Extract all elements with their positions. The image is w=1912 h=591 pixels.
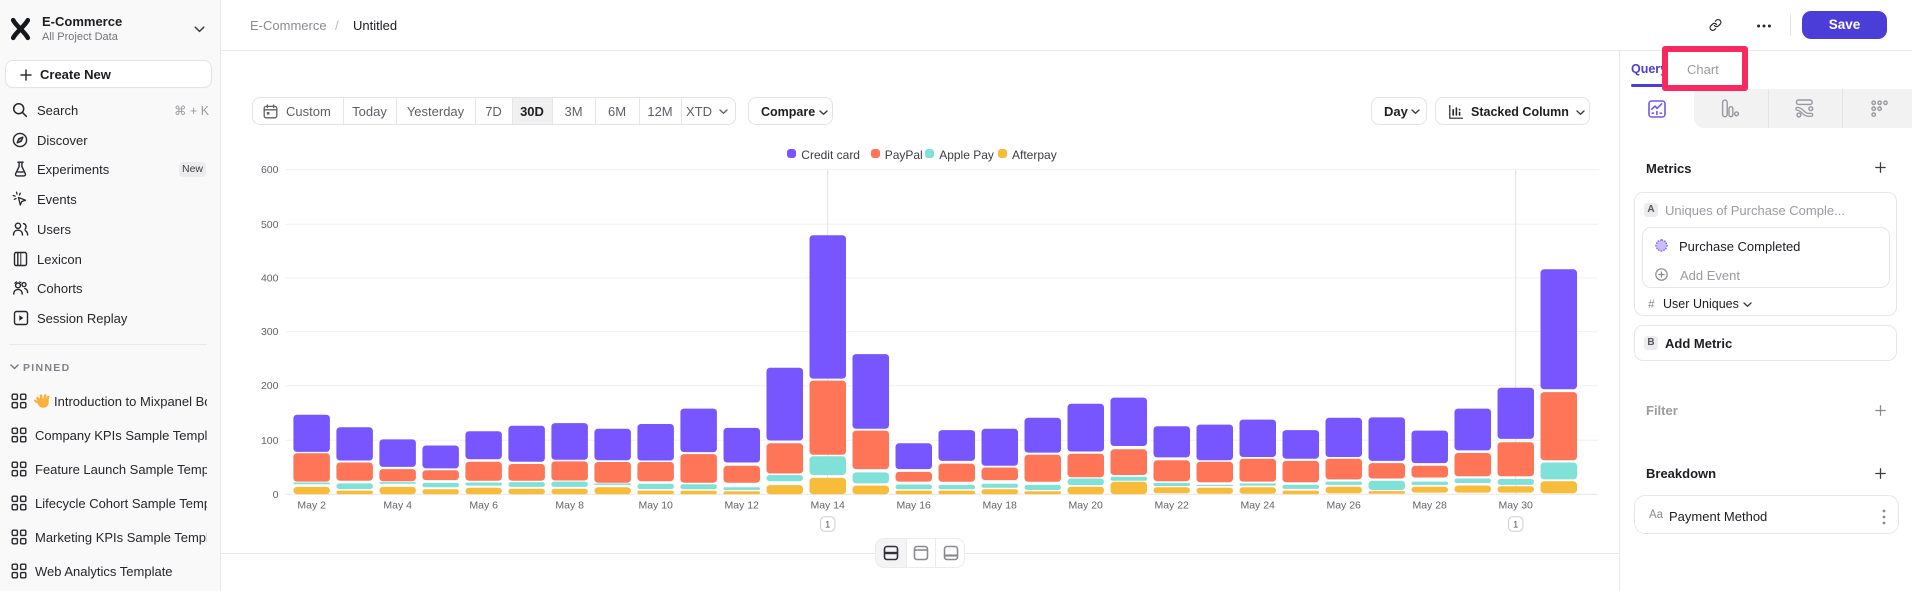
svg-text:300: 300 — [261, 326, 279, 338]
svg-text:600: 600 — [261, 164, 279, 176]
svg-text:400: 400 — [261, 272, 279, 284]
svg-text:1: 1 — [1513, 519, 1518, 530]
svg-text:May 6: May 6 — [469, 500, 498, 512]
svg-text:1: 1 — [825, 519, 830, 530]
svg-text:May 10: May 10 — [638, 500, 673, 512]
svg-text:May 30: May 30 — [1498, 500, 1533, 512]
svg-text:May 22: May 22 — [1154, 500, 1189, 512]
svg-text:May 28: May 28 — [1412, 500, 1447, 512]
svg-text:0: 0 — [273, 489, 279, 501]
svg-text:500: 500 — [261, 219, 279, 231]
svg-text:May 24: May 24 — [1240, 500, 1275, 512]
svg-text:May 2: May 2 — [297, 500, 326, 512]
svg-text:May 18: May 18 — [982, 500, 1017, 512]
svg-text:May 20: May 20 — [1068, 500, 1103, 512]
svg-text:May 12: May 12 — [724, 500, 759, 512]
svg-text:May 14: May 14 — [810, 500, 845, 512]
svg-text:May 16: May 16 — [896, 500, 931, 512]
svg-text:May 26: May 26 — [1326, 500, 1361, 512]
svg-text:200: 200 — [261, 380, 279, 392]
svg-text:May 4: May 4 — [383, 500, 412, 512]
svg-text:May 8: May 8 — [555, 500, 584, 512]
svg-text:100: 100 — [261, 435, 279, 447]
